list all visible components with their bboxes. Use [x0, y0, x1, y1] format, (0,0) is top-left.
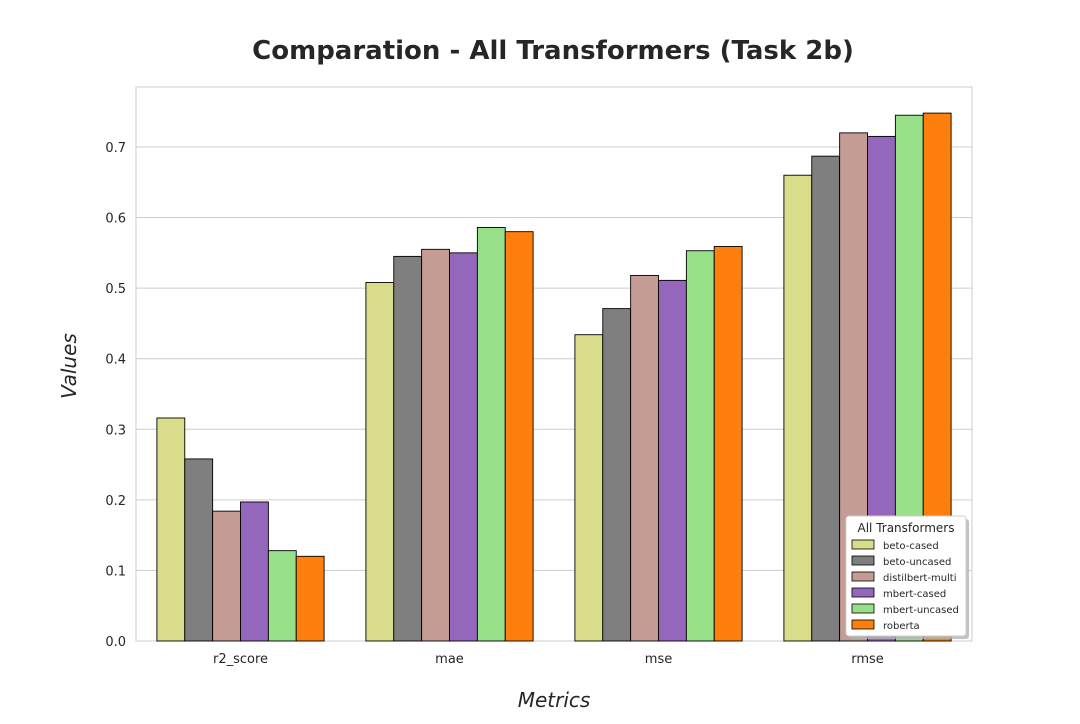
- bar-distilbert-multi-r2_score: [212, 510, 241, 642]
- plot-frame: [135, 86, 973, 642]
- legend-label-distilbert-multi: distilbert-multi: [883, 573, 957, 584]
- bar-beto-cased-mse: [574, 334, 604, 642]
- x-tick-label: rmse: [851, 652, 884, 667]
- plot-area: 0.0 0.1 0.2 0.3 0.4 0.5 0.6 0.7 r2_score mae mse rm…: [105, 86, 973, 667]
- y-tick-label: 0.0: [105, 635, 126, 650]
- legend-label-mbert-cased: mbert-cased: [883, 589, 946, 600]
- legend-title: All Transformers: [858, 521, 955, 535]
- y-tick-label: 0.1: [105, 564, 126, 579]
- legend-swatch-beto-uncased: [851, 555, 875, 566]
- bar-mbert-cased-r2_score: [240, 501, 269, 642]
- legend-swatch-beto-cased: [851, 539, 875, 550]
- bar-beto-uncased-mae: [393, 255, 423, 642]
- bar-beto-cased-r2_score: [156, 417, 186, 642]
- legend-swatch-mbert-cased: [851, 587, 875, 598]
- y-tick-label: 0.2: [105, 494, 126, 509]
- bar-roberta-mae: [504, 231, 534, 642]
- legend-label-mbert-uncased: mbert-uncased: [883, 605, 959, 616]
- y-tick-label: 0.7: [105, 141, 126, 156]
- bar-beto-cased-rmse: [783, 174, 813, 642]
- bar-mbert-cased-mse: [658, 279, 687, 642]
- x-tick-label: mae: [435, 652, 464, 667]
- y-tick-label: 0.4: [105, 353, 126, 368]
- x-tick-label: mse: [645, 652, 672, 667]
- bar-roberta-mse: [713, 246, 743, 642]
- bar-mbert-uncased-mae: [476, 226, 506, 642]
- bar-mbert-uncased-r2_score: [267, 550, 297, 642]
- x-axis-label: Metrics: [518, 688, 591, 712]
- legend-box: [845, 515, 967, 637]
- bar-distilbert-multi-mae: [421, 248, 450, 642]
- y-tick-label: 0.6: [105, 212, 126, 227]
- bar-mbert-uncased-mse: [685, 250, 715, 642]
- bar-beto-uncased-r2_score: [184, 458, 214, 642]
- bar-beto-uncased-mse: [602, 308, 632, 642]
- legend-swatch-roberta: [851, 619, 875, 630]
- y-axis-label: Values: [57, 333, 81, 399]
- chart-title: Comparation - All Transformers (Task 2b): [252, 36, 854, 66]
- bar-beto-uncased-rmse: [811, 155, 841, 642]
- bar-mbert-cased-mae: [449, 252, 478, 642]
- legend-label-beto-uncased: beto-uncased: [883, 557, 951, 568]
- legend-swatch-mbert-uncased: [851, 603, 875, 614]
- y-tick-label: 0.3: [105, 423, 126, 438]
- legend-label-beto-cased: beto-cased: [883, 541, 939, 552]
- bar-roberta-r2_score: [295, 555, 325, 642]
- bar-beto-cased-mae: [365, 282, 395, 642]
- y-tick-label: 0.5: [105, 282, 126, 297]
- legend-label-roberta: roberta: [883, 621, 920, 632]
- bar-distilbert-multi-mse: [630, 274, 659, 642]
- x-tick-label: r2_score: [213, 652, 268, 667]
- legend-swatch-distilbert-multi: [851, 571, 875, 582]
